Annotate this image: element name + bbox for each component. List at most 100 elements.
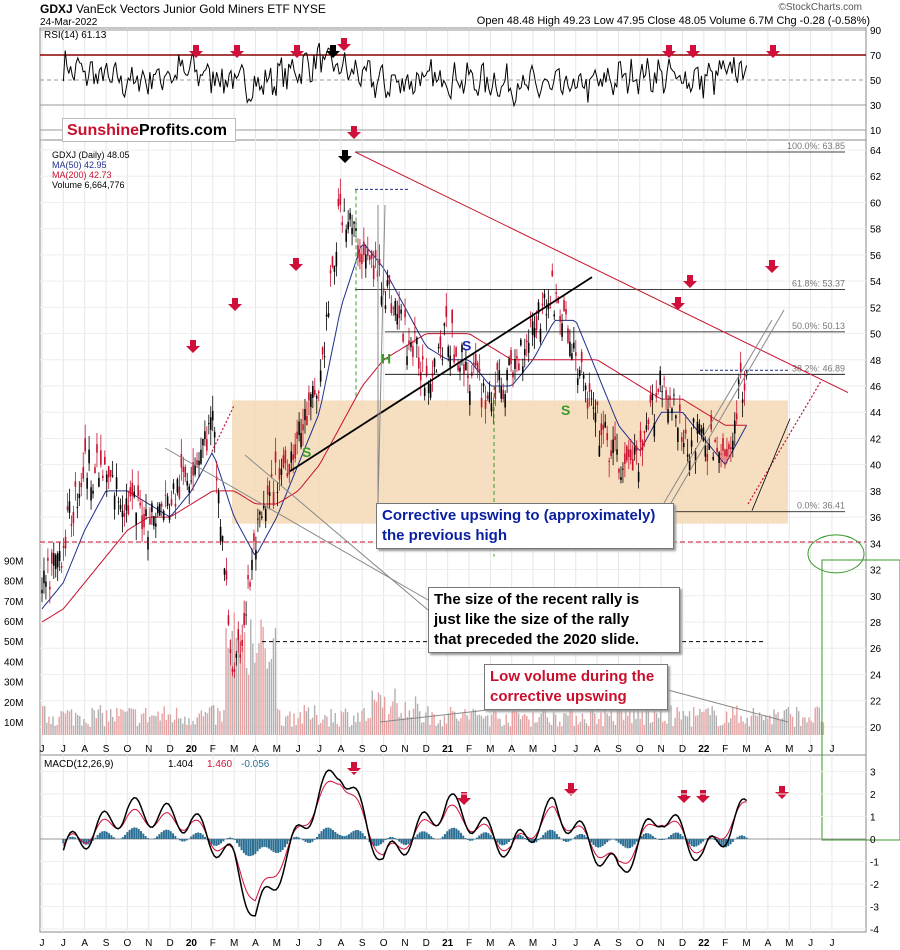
candle-body: [606, 433, 609, 441]
volume-bar: [635, 718, 637, 735]
candle-body: [123, 513, 126, 517]
macd-histogram-bar: [692, 839, 695, 847]
macd-histogram-bar: [363, 836, 366, 839]
candle-body: [561, 323, 563, 337]
candle-body: [286, 473, 289, 477]
candle-body: [716, 447, 718, 452]
macd-histogram-bar: [162, 830, 165, 839]
macd-histogram-bar: [446, 831, 449, 839]
volume-bar: [155, 716, 157, 735]
candle-body: [74, 481, 77, 487]
x-tick-label: A: [508, 744, 515, 755]
candle-body: [105, 474, 108, 483]
marker-arrow: [228, 298, 242, 311]
volume-bar: [437, 723, 439, 735]
macd-histogram-bar: [105, 831, 108, 839]
volume-bar: [699, 708, 701, 735]
macd-histogram-bar: [137, 828, 140, 839]
volume-bar: [56, 724, 58, 735]
macd-histogram-bar: [418, 832, 421, 839]
candle-body: [525, 340, 528, 343]
brand-part1: Sunshine: [67, 122, 140, 139]
volume-bar: [147, 722, 149, 735]
volume-bar: [705, 709, 707, 735]
macd-histogram-bar: [240, 839, 243, 851]
volume-bar: [427, 706, 429, 735]
candle-body: [576, 378, 579, 385]
macd-histogram-bar: [441, 836, 444, 839]
candle-body: [502, 389, 504, 400]
rsi-tick-label: 90: [870, 26, 882, 37]
macd-histogram-bar: [252, 839, 255, 856]
candle-body: [327, 313, 330, 317]
candle-body: [96, 444, 98, 453]
volume-bar: [470, 712, 472, 735]
candle-body: [680, 437, 683, 442]
candle-body: [508, 358, 510, 366]
marker-arrow: [765, 260, 779, 273]
volume-tick-label: 10M: [4, 718, 23, 729]
candle-body: [104, 456, 106, 465]
candle-body: [688, 457, 691, 471]
volume-bar: [215, 724, 217, 735]
volume-bar: [594, 713, 596, 735]
x-tick-label-bottom: S: [103, 938, 110, 949]
candle-body: [512, 372, 514, 378]
candle-body: [469, 391, 471, 405]
marker-arrow: [564, 783, 578, 796]
volume-bar: [243, 632, 246, 735]
x-tick-label-bottom: M: [486, 938, 494, 949]
macd-histogram-bar: [295, 836, 298, 839]
candle-body: [737, 379, 740, 385]
candle-body: [229, 649, 232, 654]
macd-histogram-bar: [455, 828, 458, 839]
candle-body: [675, 415, 677, 419]
marker-arrow: [230, 45, 244, 58]
macd-histogram-bar: [94, 837, 97, 839]
volume-bar: [116, 707, 118, 735]
candle-body: [231, 668, 234, 672]
price-tick-label: 32: [870, 566, 882, 577]
volume-bar: [99, 705, 102, 735]
macd-histogram-bar: [329, 828, 332, 839]
x-tick-label: M: [529, 744, 537, 755]
x-tick-label-bottom: A: [594, 938, 601, 949]
volume-tick-label: 80M: [4, 577, 23, 588]
volume-bar: [544, 708, 547, 735]
volume-bar: [173, 719, 176, 735]
volume-bar: [466, 715, 468, 735]
macd-histogram-bar: [192, 834, 195, 839]
macd-histogram-bar: [699, 839, 702, 844]
volume-bar: [443, 715, 446, 735]
candle-body: [155, 523, 157, 527]
candle-body: [249, 582, 251, 587]
volume-bar: [48, 716, 50, 735]
volume-bar: [808, 717, 810, 735]
candle-body: [692, 418, 695, 423]
macd-histogram-bar: [471, 839, 474, 841]
macd-histogram-bar: [459, 832, 462, 839]
volume-bar: [690, 726, 693, 735]
candle-body: [100, 450, 102, 465]
candle-body: [490, 403, 493, 412]
volume-bar: [627, 715, 629, 735]
volume-bar: [180, 718, 182, 735]
candle-body: [98, 477, 100, 487]
candle-body: [300, 432, 302, 448]
ma200-line: [41, 333, 747, 623]
volume-bar: [89, 726, 91, 735]
macd-histogram-bar: [601, 839, 604, 847]
volume-bar: [713, 710, 715, 735]
candle-body: [541, 303, 544, 306]
volume-bar: [787, 707, 790, 735]
macd-histogram-bar: [377, 839, 380, 846]
candle-body: [255, 549, 257, 560]
volume-bar: [204, 711, 207, 735]
volume-bar: [736, 705, 738, 735]
candle-body: [319, 370, 322, 382]
candle-body: [247, 574, 249, 580]
candle-body: [54, 555, 57, 569]
candle-body: [141, 515, 143, 530]
macd-histogram-bar: [382, 839, 385, 843]
candle-body: [735, 413, 738, 420]
